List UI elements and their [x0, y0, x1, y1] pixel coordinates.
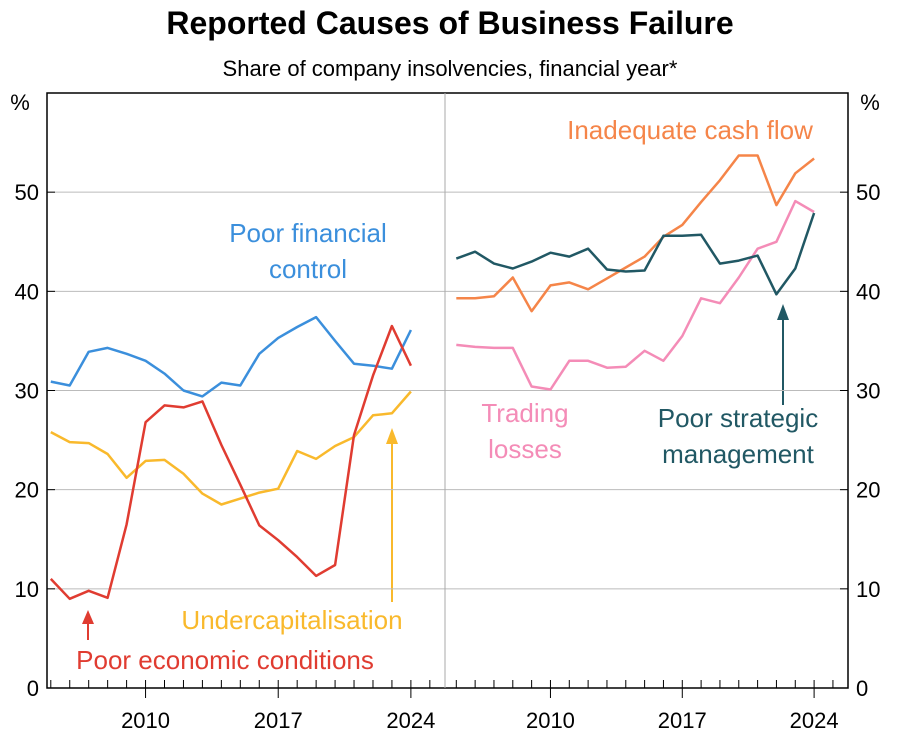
series-label: Inadequate cash flow [567, 115, 813, 145]
y-tick-label: 30 [15, 379, 39, 404]
x-tick-label: 2010 [526, 708, 575, 733]
y-tick-label: 50 [856, 180, 880, 205]
arrow-head [82, 610, 94, 624]
annotation-arrows [82, 304, 789, 640]
y-tick-label: 10 [856, 577, 880, 602]
y-tick-label: 10 [15, 577, 39, 602]
series-label: Trading losses [481, 398, 569, 464]
y-tick-label: 0 [856, 676, 868, 701]
y-tick-label: 20 [856, 478, 880, 503]
series-label: Poor economic conditions [76, 645, 374, 675]
x-tick-label: 2024 [790, 708, 839, 733]
series-line [456, 199, 815, 391]
x-tick-label: 2017 [254, 708, 303, 733]
y-axis-label: % [860, 90, 880, 115]
series-label: Poor financial control [229, 218, 387, 284]
series-label: Undercapitalisation [181, 605, 403, 635]
y-tick-label: 0 [27, 676, 39, 701]
x-tick-label: 2010 [121, 708, 170, 733]
x-tick-label: 2017 [658, 708, 707, 733]
y-tick-label: 30 [856, 379, 880, 404]
y-tick-label: 20 [15, 478, 39, 503]
x-tick-label: 2024 [386, 708, 435, 733]
series-line [456, 154, 815, 313]
series-line [455, 212, 816, 296]
series-line [49, 324, 413, 601]
y-tick-label: 40 [15, 279, 39, 304]
arrow-head [777, 304, 789, 320]
series-line [50, 390, 412, 506]
y-axis-label: % [10, 90, 30, 115]
y-tick-label: 50 [15, 180, 39, 205]
chart-title: Reported Causes of Business Failure [166, 5, 733, 41]
y-tick-label: 40 [856, 279, 880, 304]
chart-subtitle: Share of company insolvencies, financial… [223, 56, 678, 81]
series-lines [49, 154, 816, 601]
series-label: Poor strategic management [657, 403, 819, 469]
series-line [50, 315, 413, 398]
arrow-head [386, 428, 398, 444]
